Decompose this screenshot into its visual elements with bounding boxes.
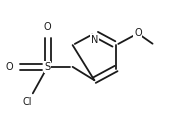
- Text: O: O: [6, 62, 13, 72]
- Text: N: N: [91, 35, 98, 45]
- Text: Cl: Cl: [22, 97, 32, 107]
- Text: O: O: [44, 22, 51, 32]
- Text: S: S: [44, 62, 51, 72]
- Text: O: O: [134, 28, 142, 38]
